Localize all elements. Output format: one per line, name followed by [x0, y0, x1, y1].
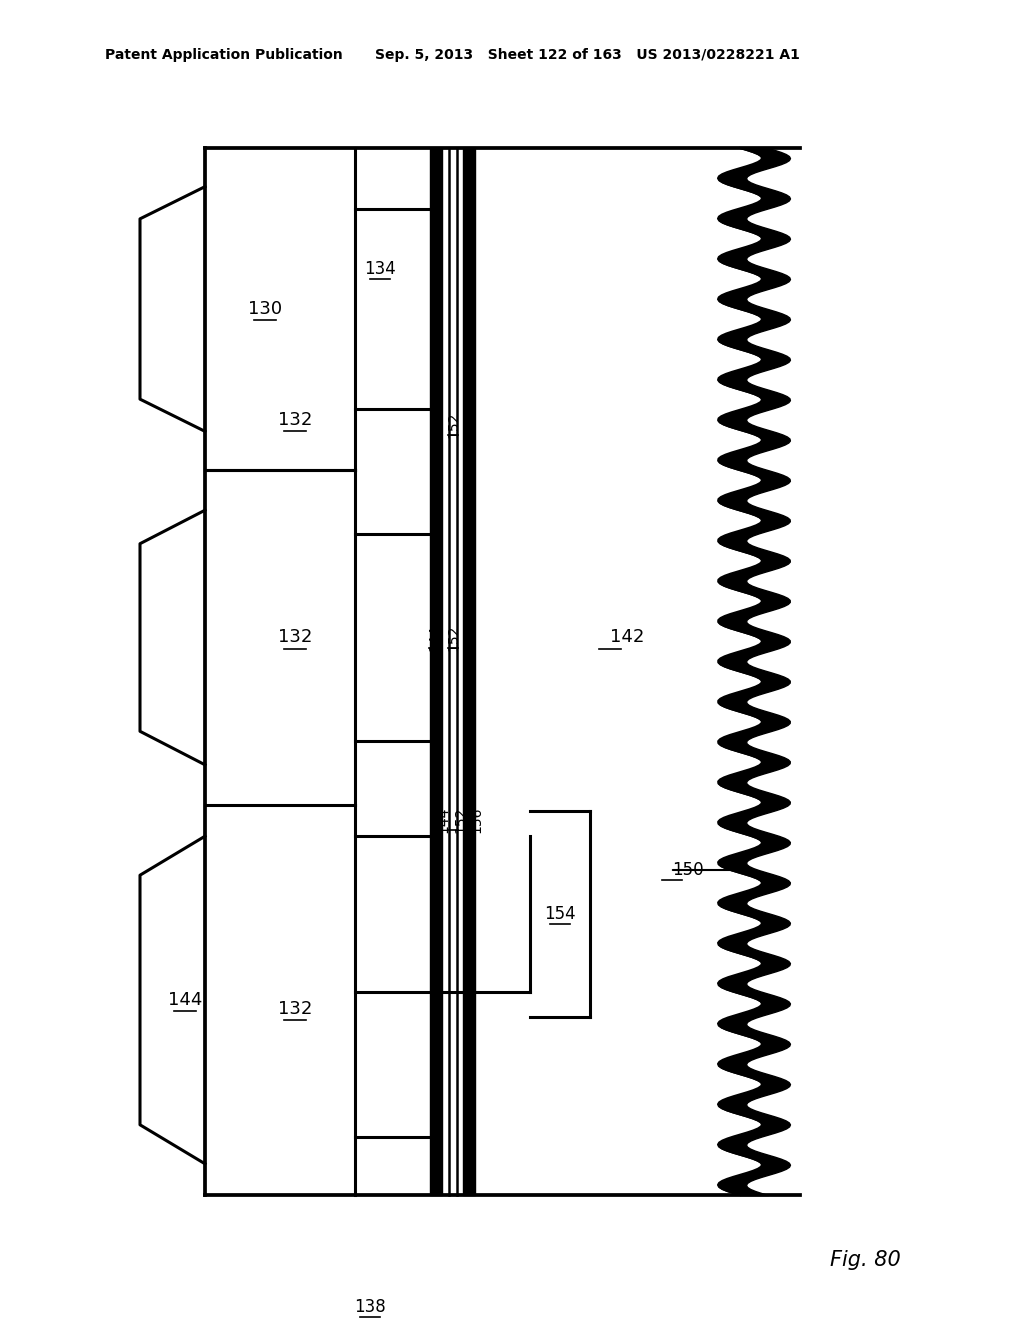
Text: Patent Application Publication: Patent Application Publication — [105, 48, 343, 62]
Text: 144: 144 — [436, 807, 450, 833]
Text: 154: 154 — [544, 906, 575, 923]
Text: 152: 152 — [446, 624, 460, 651]
Text: 152: 152 — [453, 807, 467, 833]
Text: 138: 138 — [354, 1298, 386, 1316]
Text: 144: 144 — [168, 991, 202, 1008]
Text: Fig. 80: Fig. 80 — [830, 1250, 901, 1270]
Text: Sep. 5, 2013   Sheet 122 of 163   US 2013/0228221 A1: Sep. 5, 2013 Sheet 122 of 163 US 2013/02… — [375, 48, 800, 62]
Text: 130: 130 — [248, 300, 282, 318]
Text: 156: 156 — [469, 807, 483, 833]
Text: 132: 132 — [278, 1001, 312, 1018]
Text: 152: 152 — [446, 412, 460, 438]
Text: 156: 156 — [462, 412, 476, 438]
Text: 150: 150 — [672, 861, 703, 879]
Text: 142: 142 — [610, 628, 644, 647]
Text: 156: 156 — [462, 624, 476, 651]
Text: 132: 132 — [278, 628, 312, 647]
Text: 134: 134 — [365, 260, 396, 279]
Text: 144: 144 — [429, 412, 443, 438]
Text: 144: 144 — [427, 624, 441, 651]
Text: 132: 132 — [278, 411, 312, 429]
